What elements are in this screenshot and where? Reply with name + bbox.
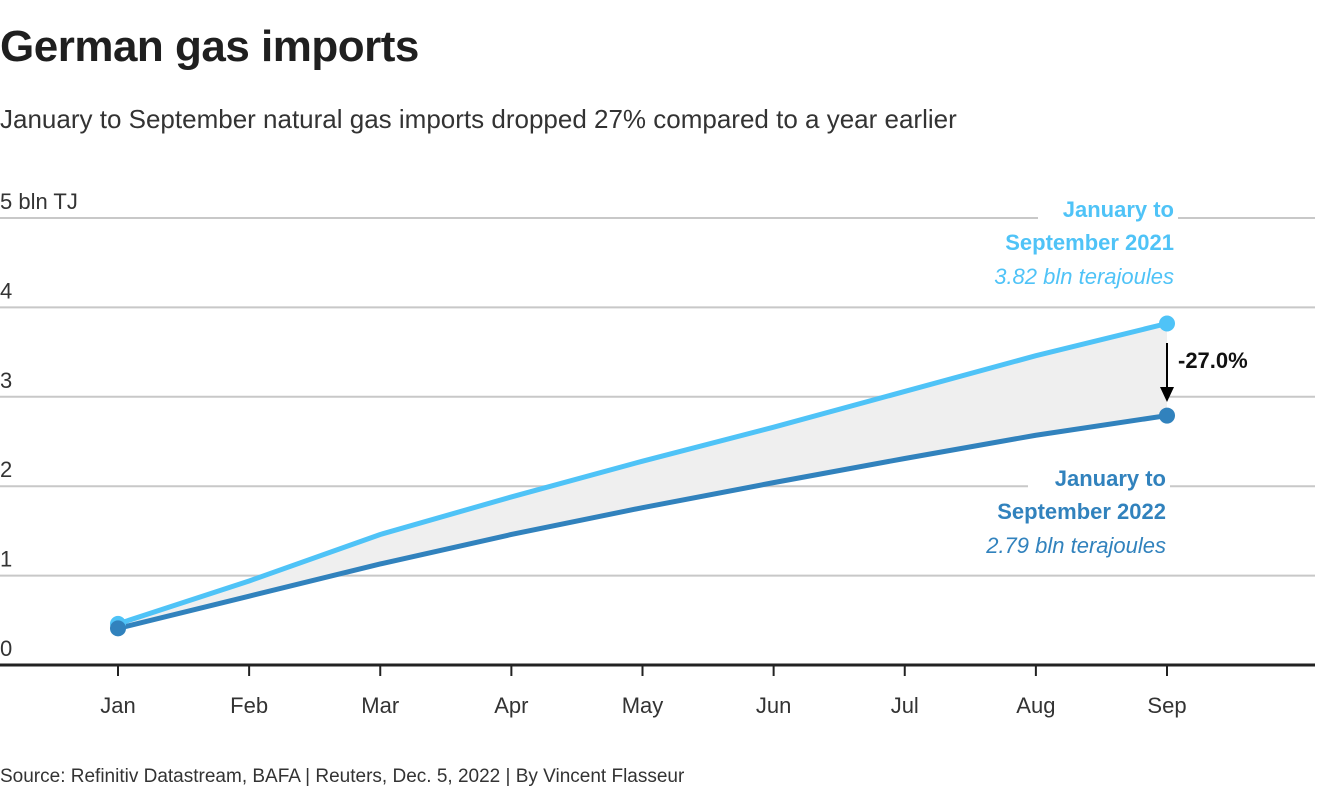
y-tick-label: 4	[0, 278, 12, 303]
label-2021-backdrop	[1038, 196, 1178, 222]
y-tick-label: 1	[0, 547, 12, 572]
y-tick-label: 5 bln TJ	[0, 189, 78, 214]
series-line-2021	[117, 321, 1168, 627]
label-2022-value: 2.79 bln terajoules	[985, 533, 1166, 558]
label-2022-backdrop	[1028, 465, 1170, 491]
difference-area	[118, 323, 1167, 629]
y-axis-labels: 0 1 2 3 4 5 bln TJ	[0, 189, 78, 661]
source-note: Source: Refinitiv Datastream, BAFA | Reu…	[0, 766, 685, 787]
chart-subtitle: January to September natural gas imports…	[0, 104, 957, 134]
y-tick-label: 0	[0, 636, 12, 661]
change-label: -27.0%	[1178, 348, 1248, 373]
line-chart: 0 1 2 3 4 5 bln TJ Jan Feb Mar Apr May Jun Jul Aug Se…	[0, 189, 1315, 718]
y-tick-label: 3	[0, 368, 12, 393]
marker-2022-start	[110, 620, 126, 637]
label-2021-line1: January to	[1063, 197, 1174, 222]
endpoint-markers	[110, 315, 1175, 637]
change-arrow-head	[1160, 387, 1174, 402]
x-tick-label: Jul	[891, 693, 919, 718]
x-tick-label: Jun	[756, 693, 791, 718]
chart-title: German gas imports	[0, 22, 419, 71]
series-line-2022	[117, 413, 1168, 631]
x-tick-label: Jan	[100, 693, 135, 718]
marker-2022-end	[1159, 407, 1175, 424]
x-tick-label: Feb	[230, 693, 268, 718]
x-tick-label: Apr	[494, 693, 528, 718]
x-tick-label: Aug	[1016, 693, 1055, 718]
x-tick-label: Mar	[361, 693, 399, 718]
label-2022-line2: September 2022	[997, 499, 1166, 524]
label-2021-value: 3.82 bln terajoules	[994, 264, 1174, 289]
y-tick-label: 2	[0, 457, 12, 482]
label-2022-line1: January to	[1055, 466, 1166, 491]
x-tick-label: May	[622, 693, 664, 718]
label-2021-line2: September 2021	[1005, 230, 1174, 255]
marker-2021-end	[1159, 315, 1175, 332]
x-tick-label: Sep	[1147, 693, 1186, 718]
x-axis: Jan Feb Mar Apr May Jun Jul Aug Sep	[0, 663, 1315, 718]
